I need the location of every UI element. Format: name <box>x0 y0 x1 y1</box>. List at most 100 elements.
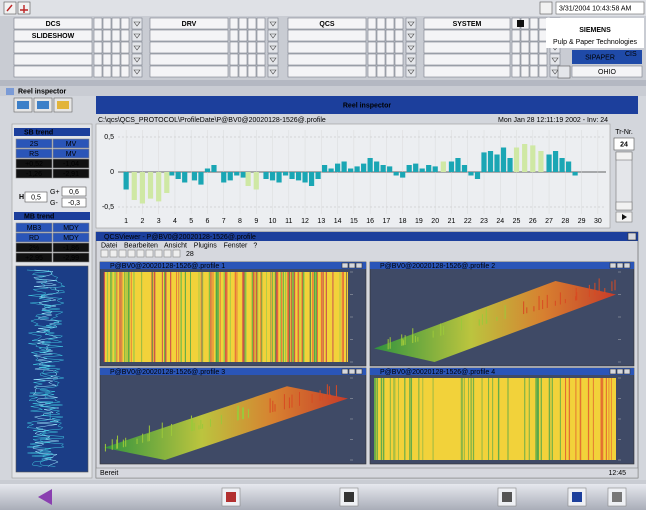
h-value: 0,5 <box>31 194 41 201</box>
x-tick-label: 13 <box>317 218 325 225</box>
arrow-button[interactable] <box>131 53 143 66</box>
value-cell <box>52 168 90 179</box>
toolbar-button[interactable] <box>172 249 181 258</box>
arrow-button[interactable] <box>267 29 279 42</box>
indicator-box <box>247 53 257 66</box>
arrow-button[interactable] <box>131 41 143 54</box>
arrow-button[interactable] <box>405 53 417 66</box>
menu-item[interactable]: ? <box>253 242 257 249</box>
indicator-box <box>394 29 404 42</box>
x-tick-label: 26 <box>529 218 537 225</box>
indicator-box <box>93 17 103 30</box>
indicator-box <box>120 29 130 42</box>
bar <box>481 152 487 172</box>
menu-item[interactable]: Plugins <box>194 242 217 249</box>
scroll-down[interactable] <box>615 201 633 211</box>
arrow-button[interactable] <box>267 53 279 66</box>
indicator-box <box>529 29 539 42</box>
indicator-box <box>520 53 530 66</box>
toolbar-button[interactable] <box>163 249 172 258</box>
value-cell <box>52 138 90 149</box>
toolbar-button[interactable] <box>154 249 163 258</box>
bar <box>348 168 354 172</box>
cell-text: +0,52 <box>25 161 43 168</box>
x-tick-label: 10 <box>269 218 277 225</box>
arrow-button[interactable] <box>267 17 279 30</box>
group-label: DRV <box>182 21 197 28</box>
g-box <box>61 186 87 197</box>
field-box <box>423 17 511 30</box>
indicator-box <box>256 53 266 66</box>
arrow-button[interactable] <box>267 41 279 54</box>
indicator-box <box>538 17 548 30</box>
indicator-box <box>538 29 548 42</box>
bar <box>308 172 315 186</box>
bar <box>361 163 367 172</box>
pane-title: P@BV0@20020128-1526@.profile 2 <box>380 263 495 270</box>
pane-button[interactable] <box>355 368 363 375</box>
pane-button[interactable] <box>355 262 363 269</box>
arrow-button[interactable] <box>405 65 417 78</box>
arrow-button[interactable] <box>131 29 143 42</box>
toolbar-button[interactable] <box>127 249 136 258</box>
indicator-box <box>247 41 257 54</box>
x-tick-label: 24 <box>496 218 504 225</box>
x-tick-label: 23 <box>480 218 488 225</box>
indicator-box <box>385 41 395 54</box>
taskbar-glyph <box>502 492 512 502</box>
trend-trace <box>32 269 60 467</box>
x-tick-label: 17 <box>383 218 391 225</box>
x-tick-label: 28 <box>561 218 569 225</box>
pane-button[interactable] <box>623 262 631 269</box>
arrow-button[interactable] <box>131 65 143 78</box>
arrow-button[interactable] <box>131 17 143 30</box>
field-box <box>149 41 229 54</box>
field-box <box>423 29 511 42</box>
toolbar-button[interactable] <box>118 249 127 258</box>
bar <box>198 172 204 185</box>
indicator-box <box>238 53 248 66</box>
arrow-button[interactable] <box>405 17 417 30</box>
arrow-button[interactable] <box>405 29 417 42</box>
arrow-button[interactable] <box>549 53 561 66</box>
indicator-box <box>367 53 377 66</box>
toolbar-button[interactable] <box>136 249 145 258</box>
indicator-box <box>238 17 248 30</box>
pane-button[interactable] <box>348 262 356 269</box>
pane-button[interactable] <box>616 368 624 375</box>
toolbar-button[interactable] <box>109 249 118 258</box>
cell-text: RD <box>29 235 39 242</box>
bar <box>221 172 227 183</box>
pane-button[interactable] <box>609 262 617 269</box>
logo-tagline: Pulp & Paper Technologies <box>553 39 637 46</box>
indicator-box <box>367 41 377 54</box>
pane-button[interactable] <box>341 262 349 269</box>
printer-icon[interactable] <box>557 65 571 79</box>
calendar-icon[interactable] <box>539 1 553 15</box>
toolbar-button[interactable] <box>100 249 109 258</box>
pane-button[interactable] <box>623 368 631 375</box>
pane-titlebar <box>370 368 634 375</box>
bar <box>546 154 552 172</box>
back-button[interactable] <box>38 489 52 505</box>
close-button[interactable] <box>627 232 637 241</box>
toolbar-button[interactable] <box>145 249 154 258</box>
indicator-box <box>385 29 395 42</box>
arrow-button[interactable] <box>405 41 417 54</box>
menu-item[interactable]: Bearbeiten <box>124 242 158 249</box>
pane-button[interactable] <box>341 368 349 375</box>
menu-item[interactable]: Ansicht <box>164 242 187 249</box>
value-cell <box>15 232 53 243</box>
menu-item[interactable]: Datei <box>101 242 118 249</box>
bar <box>387 166 393 172</box>
arrow-button[interactable] <box>267 65 279 78</box>
scroll-up[interactable] <box>615 151 633 161</box>
scrollbar[interactable] <box>615 151 633 211</box>
pane-button[interactable] <box>609 368 617 375</box>
menu-item[interactable]: Fenster <box>224 242 248 249</box>
tr-label: Tr-Nr. <box>615 129 633 136</box>
pane-button[interactable] <box>616 262 624 269</box>
pane-button[interactable] <box>348 368 356 375</box>
bar <box>164 172 170 193</box>
arrow-glyph <box>269 45 277 51</box>
